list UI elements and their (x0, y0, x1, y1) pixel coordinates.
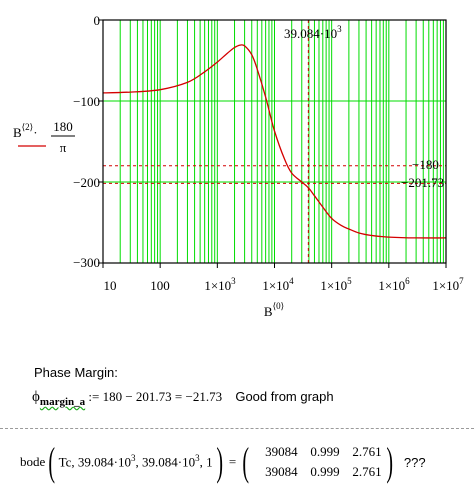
bode-phase-plot: 0 −100 −200 −300 10 100 1×103 1×104 1×10… (13, 13, 464, 319)
axis-ticks (98, 19, 447, 268)
y-tick-label: −200 (73, 175, 100, 190)
x-tick-label: 1×104 (262, 276, 294, 293)
x-tick-label: 1×105 (320, 276, 352, 293)
y-marker-label: −201.73 (401, 175, 444, 190)
x-tick-label: 100 (150, 278, 170, 293)
y-axis-label-numerator: 180 (53, 119, 73, 134)
phi-subscript: margin_a (39, 396, 86, 408)
x-tick-label: 1×106 (378, 276, 410, 293)
plot-markers (103, 20, 446, 263)
y-marker-label: −180 (412, 157, 439, 172)
x-tick-label: 10 (104, 278, 117, 293)
matrix-row: 39084 0.999 2.761 (265, 464, 382, 479)
bode-evaluation[interactable]: bode ( Tc, 39.084·103, 39.084·103, 1 ) =… (20, 440, 426, 484)
result-matrix: 39084 0.999 2.761 39084 0.999 2.761 (254, 442, 382, 482)
phase-margin-definition[interactable]: ϕmargin_a := 180 − 201.73 = −21.73 Good … (32, 389, 334, 408)
close-paren: ) (215, 439, 223, 484)
phase-margin-comment: Good from graph (235, 389, 334, 404)
phase-margin-expression: := 180 − 201.73 = −21.73 (88, 389, 223, 404)
phi-symbol: ϕ (32, 389, 40, 405)
equals-sign: = (228, 454, 237, 469)
bode-arguments: Tc, 39.084·103, 39.084·103, 1 (58, 453, 213, 470)
y-tick-label: −300 (73, 255, 100, 270)
matrix-row: 39084 0.999 2.761 (265, 444, 382, 459)
y-axis-label-denominator: π (60, 140, 67, 155)
y-axis-label: B⟨2⟩· (13, 122, 38, 140)
matrix-open-paren: ( (242, 439, 250, 484)
bode-function-name: bode (20, 454, 46, 469)
matrix-close-paren: ) (385, 439, 393, 484)
x-tick-label: 1×107 (432, 276, 464, 293)
y-tick-label: 0 (94, 13, 101, 28)
x-tick-label: 1×103 (204, 276, 236, 293)
open-paren: ( (48, 439, 56, 484)
region-divider (0, 428, 474, 429)
phase-trace (102, 44, 447, 239)
phase-margin-heading: Phase Margin: (34, 365, 118, 380)
y-tick-label: −100 (73, 94, 100, 109)
bode-comment: ??? (403, 454, 426, 470)
x-marker-label: 39.084·103 (284, 24, 342, 41)
x-axis-label: B⟨0⟩ (264, 301, 284, 319)
